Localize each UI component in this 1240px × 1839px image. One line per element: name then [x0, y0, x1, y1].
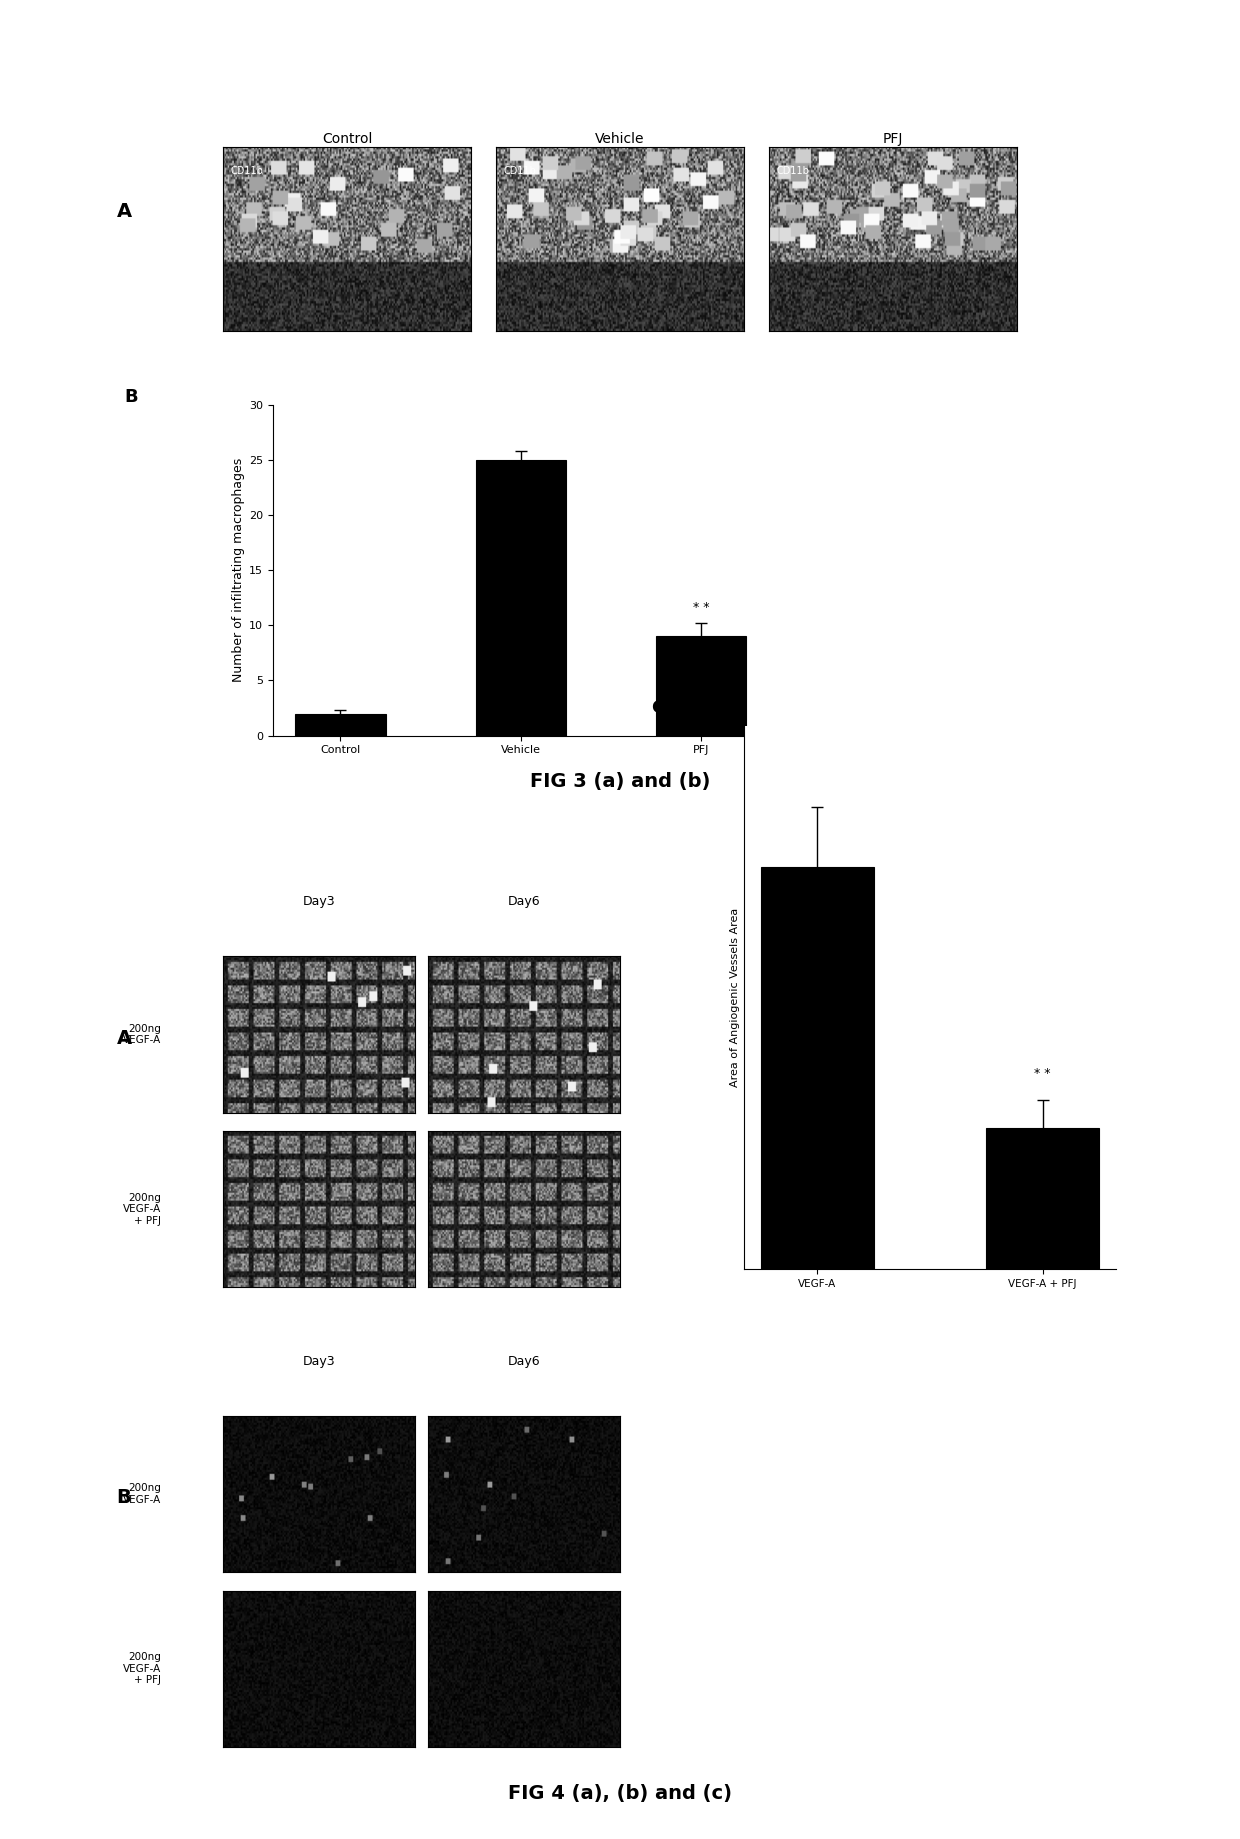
Title: Control: Control: [322, 132, 372, 145]
Text: 200ng
VEGF-A
+ PFJ: 200ng VEGF-A + PFJ: [123, 1192, 161, 1227]
Bar: [476, 460, 565, 736]
Text: 200ng
VEGF-A: 200ng VEGF-A: [123, 1024, 161, 1045]
Text: CD11b: CD11b: [776, 166, 810, 175]
Bar: [761, 866, 874, 1269]
Text: A: A: [117, 202, 131, 221]
Bar: [656, 636, 746, 736]
Title: Vehicle: Vehicle: [595, 132, 645, 145]
Text: * *: * *: [1034, 1067, 1052, 1079]
Text: CD11b: CD11b: [503, 166, 537, 175]
Bar: [295, 714, 386, 736]
Text: FIG 4 (a), (b) and (c): FIG 4 (a), (b) and (c): [508, 1784, 732, 1802]
Text: C: C: [651, 699, 665, 717]
Text: CD11b: CD11b: [231, 166, 264, 175]
Title: PFJ: PFJ: [883, 132, 903, 145]
Y-axis label: Area of Angiogenic Vessels Area: Area of Angiogenic Vessels Area: [730, 908, 740, 1087]
Text: Day6: Day6: [507, 896, 541, 908]
Text: Day3: Day3: [303, 1355, 336, 1368]
Text: B: B: [124, 388, 138, 406]
Text: Day6: Day6: [507, 1355, 541, 1368]
Text: FIG 3 (a) and (b): FIG 3 (a) and (b): [529, 772, 711, 791]
Text: * *: * *: [693, 601, 709, 614]
Text: 200ng
VEGF-A: 200ng VEGF-A: [123, 1484, 161, 1504]
Text: Day3: Day3: [303, 896, 336, 908]
Text: A: A: [117, 1028, 131, 1048]
Bar: [986, 1129, 1099, 1269]
Y-axis label: Number of infiltrating macrophages: Number of infiltrating macrophages: [232, 458, 244, 682]
Text: 200ng
VEGF-A
+ PFJ: 200ng VEGF-A + PFJ: [123, 1651, 161, 1686]
Text: B: B: [117, 1488, 131, 1508]
